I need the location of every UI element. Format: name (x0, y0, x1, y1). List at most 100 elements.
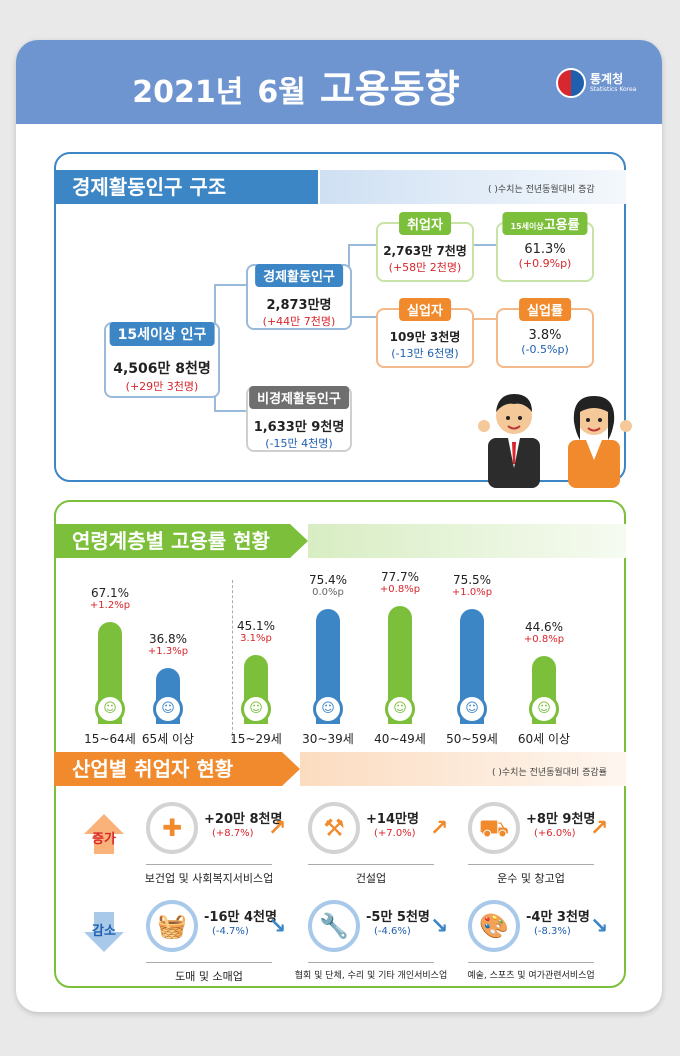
page-title: 2021년 6월 고용동향 (16, 58, 576, 113)
age-group-label: 40~49세 (374, 732, 426, 746)
decrease-tag-text: 감소 (92, 924, 116, 939)
industry-change: (+8.7%) (212, 828, 254, 839)
emp-rate-value: 61.3% (524, 242, 566, 257)
industry-name: 도매 및 소매업 (175, 970, 243, 983)
person-badge-icon: ☺ (457, 694, 487, 724)
employed-box: 취업자 2,763만 7천명 (+58만 2천명) (376, 212, 474, 282)
unemp-rate-box: 실업률 3.8% (-0.5%p) (496, 298, 594, 368)
inactive-label: 비경제활동인구 (249, 386, 349, 409)
active-change: (+44만 7천명) (262, 315, 336, 328)
age-rate-value: 67.1% (90, 586, 130, 600)
industry-divider (468, 864, 594, 865)
header: 2021년 6월 고용동향 통계청 Statistics Korea (16, 40, 662, 124)
logo-sub: Statistics Korea (590, 86, 637, 93)
age-rate-change: +1.3%p (147, 646, 189, 657)
title-year: 2021년 (132, 75, 244, 110)
age-bar-label: 44.6% +0.8%p (504, 620, 584, 645)
unemployed-value: 109만 3천명 (389, 330, 461, 344)
increase-tag-text: 증가 (92, 832, 116, 847)
shopping-basket-icon: 🧺 (146, 900, 198, 952)
industry-banner-tail (300, 752, 626, 786)
age-bar-label: 67.1% +1.2%p (70, 586, 150, 611)
inactive-change: (-15만 4천명) (265, 437, 333, 450)
person-badge-icon: ☺ (241, 694, 271, 724)
age-bar-label: 36.8% +1.3%p (128, 632, 208, 657)
pop15-label: 15세이상 인구 (109, 322, 215, 346)
banner-arrow (300, 170, 318, 204)
industry-change: (+7.0%) (374, 828, 416, 839)
emp-rate-box: 15세이상고용률 61.3% (+0.9%p) (496, 212, 594, 282)
age-group-label: 30~39세 (302, 732, 354, 746)
industry-banner-text: 산업별 취업자 현황 (72, 757, 234, 781)
industry-name: 보건업 및 사회복지서비스업 (144, 872, 274, 885)
title-month: 6월 (257, 75, 306, 110)
trend-down-icon: ↘ (268, 914, 287, 939)
person-badge-icon: ☺ (153, 694, 183, 724)
active-value: 2,873만명 (266, 298, 332, 313)
person-badge-icon: ☺ (95, 694, 125, 724)
age-rate-value: 77.7% (380, 570, 420, 584)
trend-up-icon: ↗ (590, 816, 609, 841)
industry-name: 협회 및 단체, 수리 및 기타 개인서비스업 (294, 971, 448, 981)
structure-banner: 경제활동인구 구조 (54, 170, 318, 204)
industry-divider (146, 864, 272, 865)
industry-change: (-4.7%) (212, 926, 249, 937)
unemp-rate-label: 실업률 (519, 298, 571, 321)
age-banner-text: 연령계층별 고용률 현황 (72, 529, 270, 553)
trend-up-icon: ↗ (268, 816, 287, 841)
emp-rate-label: 15세이상고용률 (502, 212, 588, 235)
person-badge-icon: ☺ (385, 694, 415, 724)
industry-value: +20만 8천명 (204, 812, 283, 827)
age-group-label: 15~29세 (230, 732, 282, 746)
construction-crane-icon: ⚒ (308, 802, 360, 854)
industry-value: +8만 9천명 (526, 812, 596, 827)
industry-value: -16만 4천명 (204, 910, 277, 925)
structure-section: 경제활동인구 구조 ( )수치는 전년동월대비 증감 15세이상 인구 4,50… (54, 152, 632, 488)
unemployed-box: 실업자 109만 3천명 (-13만 6천명) (376, 298, 474, 368)
truck-icon: ⛟ (468, 802, 520, 854)
trend-down-icon: ↘ (590, 914, 609, 939)
unemployed-change: (-13만 6천명) (391, 347, 459, 360)
industry-divider (146, 962, 272, 963)
connector-active (348, 244, 376, 318)
emp-rate-label-small: 15세이상 (510, 222, 544, 231)
industry-banner: 산업별 취업자 현황 (54, 752, 282, 786)
industry-change: (-8.3%) (534, 926, 571, 937)
age-rate-value: 75.4% (308, 573, 348, 587)
trend-down-icon: ↘ (430, 914, 449, 939)
employed-label: 취업자 (399, 212, 451, 235)
industry-value: -5만 5천명 (366, 910, 430, 925)
structure-note: ( )수치는 전년동월대비 증감 (488, 185, 595, 195)
age-bar-label: 77.7% +0.8%p (360, 570, 440, 595)
title-text: 고용동향 (319, 67, 460, 111)
medical-kit-icon: ✚ (146, 802, 198, 854)
business-people-icon (478, 394, 632, 488)
age-rate-change: +0.8%p (379, 584, 421, 595)
person-badge-icon: ☺ (529, 694, 559, 724)
age-bar-label: 75.4% 0.0%p (288, 573, 368, 598)
age-rate-value: 36.8% (148, 632, 188, 646)
inactive-box: 비경제활동인구 1,633만 9천명 (-15만 4천명) (246, 386, 352, 452)
pop15-box: 15세이상 인구 4,506만 8천명 (+29만 3천명) (104, 322, 220, 398)
industry-name: 건설업 (355, 872, 387, 885)
connector-emp (474, 244, 496, 246)
active-label: 경제활동인구 (255, 264, 343, 287)
logo-name: 통계청 (590, 72, 624, 86)
age-group-label: 15~64세 (84, 732, 136, 746)
industry-change: (-4.6%) (374, 926, 411, 937)
age-rate-change: 3.1%p (240, 633, 272, 644)
employed-change: (+58만 2천명) (388, 261, 462, 274)
increase-tag: 증가 (82, 812, 126, 856)
age-rate-value: 75.5% (452, 573, 492, 587)
unemp-rate-change: (-0.5%p) (521, 343, 569, 356)
industry-note: ( )수치는 전년동월대비 증감률 (492, 768, 607, 778)
age-rate-change: +1.0%p (451, 587, 493, 598)
connector-unemp (474, 318, 496, 320)
taegeuk-icon (556, 68, 586, 98)
emp-rate-change: (+0.9%p) (518, 257, 572, 270)
age-rate-value: 45.1% (236, 619, 276, 633)
employed-value: 2,763만 7천명 (383, 244, 467, 258)
characters-illustration (474, 376, 634, 488)
age-group-label: 50~59세 (446, 732, 498, 746)
active-box: 경제활동인구 2,873만명 (+44만 7천명) (246, 264, 352, 330)
